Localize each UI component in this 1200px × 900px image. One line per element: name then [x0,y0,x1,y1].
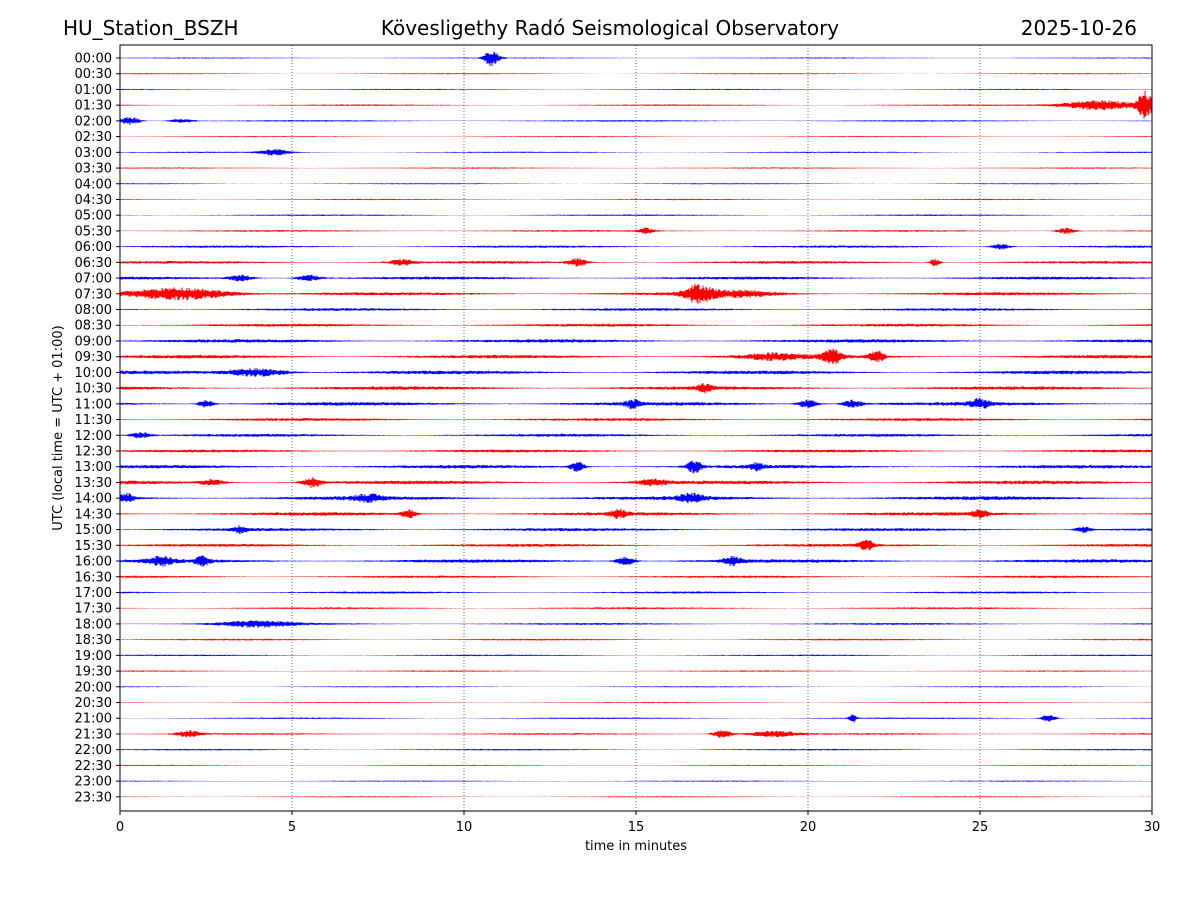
y-tick-label: 19:30 [75,665,112,680]
y-tick-label: 18:00 [75,617,112,632]
y-tick-label: 06:30 [75,256,112,271]
y-tick-label: 15:00 [75,523,112,538]
y-tick-label: 00:30 [75,67,112,82]
y-tick-label: 07:00 [75,272,112,287]
y-tick-label: 20:00 [75,680,112,695]
trace-row-0230 [119,136,1153,138]
y-tick-label: 01:00 [75,83,112,98]
trace-row-1500 [119,525,1153,534]
y-tick-label: 11:00 [75,397,112,412]
y-tick-label: 03:30 [75,162,112,177]
trace-row-1630 [119,575,1153,578]
y-tick-label: 04:00 [75,177,112,192]
y-tick-label: 13:30 [75,476,112,491]
trace-row-1730 [119,607,1153,610]
trace-row-2130 [119,730,1153,738]
trace-row-2330 [119,796,1153,798]
x-tick-label: 30 [1144,820,1161,835]
y-tick-label: 22:00 [75,743,112,758]
y-tick-label: 11:30 [75,413,112,428]
x-tick-label: 0 [116,820,124,835]
y-tick-label: 16:00 [75,555,112,570]
trace-row-0600 [119,243,1153,250]
trace-row-1530 [119,539,1153,551]
y-tick-label: 07:30 [75,287,112,302]
y-tick-label: 08:00 [75,303,112,318]
y-tick-label: 22:30 [75,759,112,774]
y-axis-label: UTC (local time = UTC + 01:00) [51,325,66,530]
x-tick-label: 25 [972,820,989,835]
trace-row-1100 [119,398,1153,410]
y-tick-label: 16:30 [75,570,112,585]
trace-row-0100 [119,88,1153,90]
x-tick-label: 5 [288,820,296,835]
trace-row-1830 [119,638,1153,641]
y-tick-label: 09:30 [75,350,112,365]
trace-row-2100 [119,714,1153,723]
x-tick-label: 20 [800,820,817,835]
trace-row-0430 [119,198,1153,201]
y-tick-label: 12:30 [75,445,112,460]
y-tick-label: 17:00 [75,586,112,601]
y-tick-label: 05:00 [75,209,112,224]
y-tick-label: 15:30 [75,539,112,554]
y-tick-label: 18:30 [75,633,112,648]
trace-row-0500 [119,214,1153,216]
trace-row-1700 [119,591,1153,594]
y-tick-label: 02:30 [75,130,112,145]
y-tick-label: 12:00 [75,429,112,444]
y-tick-label: 17:30 [75,602,112,617]
y-tick-label: 21:30 [75,727,112,742]
y-tick-label: 00:00 [75,52,112,67]
station-name: HU_Station_BSZH [63,16,239,40]
x-tick-label: 15 [628,820,645,835]
y-tick-label: 10:30 [75,382,112,397]
y-tick-label: 23:30 [75,790,112,805]
y-tick-label: 19:00 [75,649,112,664]
y-tick-label: 10:00 [75,366,112,381]
y-tick-label: 21:00 [75,712,112,727]
y-tick-label: 02:00 [75,114,112,129]
y-tick-label: 03:00 [75,146,112,161]
trace-row-0300 [119,148,1153,156]
y-tick-label: 20:30 [75,696,112,711]
trace-row-1230 [119,449,1153,453]
y-tick-label: 14:30 [75,507,112,522]
x-axis-label: time in minutes [585,839,687,854]
y-tick-label: 09:00 [75,334,112,349]
trace-row-0800 [119,308,1153,311]
y-tick-label: 06:00 [75,240,112,255]
observatory-title: Kövesligethy Radó Seismological Observat… [380,16,840,40]
y-tick-label: 14:00 [75,492,112,507]
trace-row-0030 [119,73,1153,75]
y-tick-label: 04:30 [75,193,112,208]
y-tick-label: 13:00 [75,460,112,475]
y-tick-label: 01:30 [75,99,112,114]
x-tick-label: 10 [456,820,473,835]
y-tick-label: 23:00 [75,775,112,790]
date-label: 2025-10-26 [1020,16,1137,40]
y-tick-label: 05:30 [75,224,112,239]
y-tick-label: 08:30 [75,319,112,334]
trace-row-1930 [119,670,1153,672]
trace-row-0630 [119,258,1153,267]
trace-row-0700 [119,274,1153,282]
